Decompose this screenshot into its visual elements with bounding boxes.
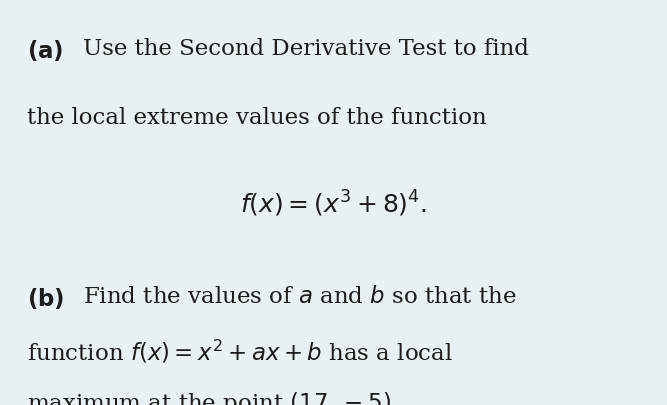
Text: $\mathbf{(a)}$: $\mathbf{(a)}$ (27, 38, 63, 64)
Text: Use the Second Derivative Test to find: Use the Second Derivative Test to find (83, 38, 529, 60)
Text: the local extreme values of the function: the local extreme values of the function (27, 107, 486, 129)
Text: Find the values of $a$ and $b$ so that the: Find the values of $a$ and $b$ so that t… (83, 286, 517, 307)
Text: $f(x) = (x^3 + 8)^4.$: $f(x) = (x^3 + 8)^4.$ (240, 188, 427, 219)
Text: $\mathbf{(b)}$: $\mathbf{(b)}$ (27, 286, 64, 311)
Text: maximum at the point $(17, -5)$.: maximum at the point $(17, -5)$. (27, 390, 398, 405)
Text: function $f(x) = x^2 + ax + b$ has a local: function $f(x) = x^2 + ax + b$ has a loc… (27, 338, 453, 365)
